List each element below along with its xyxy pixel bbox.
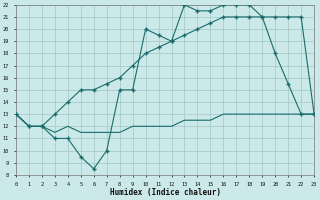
X-axis label: Humidex (Indice chaleur): Humidex (Indice chaleur): [109, 188, 220, 197]
